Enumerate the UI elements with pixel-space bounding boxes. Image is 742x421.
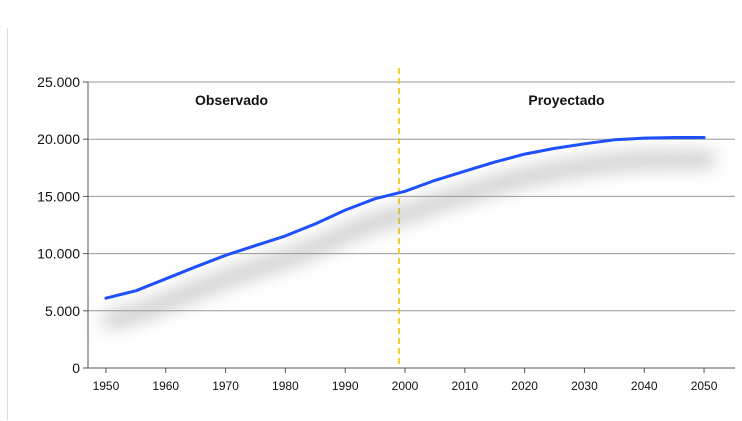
y-tick-label: 15.000 [37,188,80,204]
x-tick-label: 2040 [631,379,658,393]
x-tick-label: 1980 [272,379,299,393]
y-tick-label: 5.000 [45,303,80,319]
x-tick-label: 1960 [152,379,179,393]
x-tick-label: 2020 [511,379,538,393]
series-layer [101,136,717,329]
x-tick-label: 1970 [212,379,239,393]
series-line [104,136,706,300]
x-tick-label: 2000 [392,379,419,393]
y-tick-label: 0 [72,360,80,376]
x-tick-label: 1950 [93,379,120,393]
y-tick-label: 10.000 [37,246,80,262]
gridlines [88,81,735,312]
x-tick-label: 2030 [571,379,598,393]
left-border-rule [7,28,8,420]
observed-region-label: Observado [195,92,268,108]
x-tick-label: 2050 [691,379,718,393]
series-shadow [101,151,717,329]
projected-region-label: Proyectado [528,92,604,108]
x-tick-label: 1990 [332,379,359,393]
axes: 0 5.000 10.000 15.000 20.000 25.000 1950 1960 19… [37,74,735,393]
y-tick-label: 25.000 [37,74,80,90]
y-tick-label: 20.000 [37,131,80,147]
x-tick-label: 2010 [451,379,478,393]
